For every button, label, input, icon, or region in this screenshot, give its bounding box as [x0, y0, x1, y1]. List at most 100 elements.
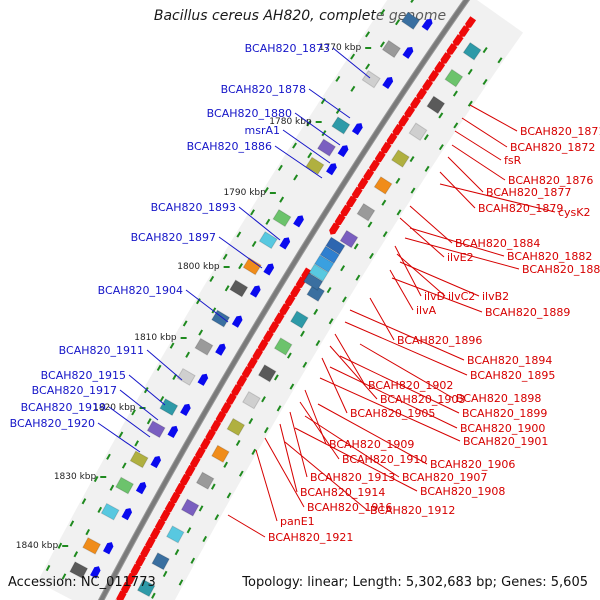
right-gene-label[interactable]: fsR: [504, 154, 522, 167]
right-gene-label[interactable]: ilvC2: [448, 290, 475, 303]
gene-block[interactable]: [176, 367, 196, 386]
right-gene-label[interactable]: ilvD: [424, 290, 445, 303]
gene-block[interactable]: [146, 420, 166, 439]
right-strand-arrow[interactable]: [451, 34, 464, 48]
right-gene-label[interactable]: BCAH820_1916: [307, 501, 392, 514]
right-strand-arrow[interactable]: [272, 312, 285, 326]
left-strand-arrow[interactable]: [263, 262, 275, 276]
gene-block[interactable]: [211, 444, 230, 463]
gene-block[interactable]: [229, 279, 249, 298]
right-strand-arrow[interactable]: [415, 87, 428, 102]
left-strand-arrow[interactable]: [103, 541, 115, 555]
right-gene-label[interactable]: BCAH820_1895: [470, 369, 555, 382]
left-strand-arrow[interactable]: [249, 284, 262, 298]
right-strand-arrow[interactable]: [294, 276, 307, 290]
right-strand-arrow[interactable]: [129, 563, 142, 578]
right-strand-arrow[interactable]: [178, 473, 191, 488]
right-strand-arrow[interactable]: [283, 294, 296, 308]
left-strand-arrow[interactable]: [121, 506, 134, 521]
left-strand-arrow[interactable]: [337, 143, 350, 158]
gene-block[interactable]: [258, 231, 278, 250]
right-strand-arrow[interactable]: [189, 455, 201, 470]
gene-block[interactable]: [115, 476, 135, 495]
right-strand-arrow[interactable]: [289, 285, 301, 299]
right-gene-label[interactable]: BCAH820_1877: [486, 186, 571, 199]
gene-block[interactable]: [272, 208, 292, 228]
right-strand-arrow[interactable]: [339, 204, 352, 219]
right-strand-arrow[interactable]: [421, 78, 434, 93]
right-strand-arrow[interactable]: [267, 321, 280, 335]
gene-block[interactable]: [462, 41, 482, 61]
right-gene-label[interactable]: BCAH820_1879: [478, 202, 563, 215]
gene-block[interactable]: [319, 245, 340, 264]
right-gene-label[interactable]: panE1: [280, 515, 315, 528]
right-strand-arrow[interactable]: [134, 554, 146, 569]
right-gene-label[interactable]: BCAH820_1910: [342, 453, 427, 466]
right-gene-label[interactable]: BCAH820_1883: [522, 263, 600, 276]
right-strand-arrow[interactable]: [199, 437, 211, 452]
gene-block[interactable]: [444, 68, 464, 88]
gene-block[interactable]: [242, 257, 262, 276]
left-strand-arrow[interactable]: [167, 424, 180, 439]
gene-block[interactable]: [136, 579, 156, 598]
right-gene-label[interactable]: ilvB2: [482, 290, 509, 303]
right-gene-label[interactable]: BCAH820_1884: [455, 237, 540, 250]
right-strand-arrow[interactable]: [225, 393, 237, 407]
right-gene-label[interactable]: BCAH820_1882: [507, 250, 592, 263]
right-gene-label[interactable]: BCAH820_1901: [463, 435, 548, 448]
gene-block[interactable]: [100, 502, 120, 521]
left-gene-label[interactable]: BCAH820_1886: [187, 140, 272, 153]
right-strand-arrow[interactable]: [256, 339, 269, 353]
right-gene-label[interactable]: BCAH820_1900: [460, 422, 545, 435]
right-gene-label[interactable]: BCAH820_1907: [402, 471, 487, 484]
gene-block[interactable]: [339, 229, 359, 249]
gene-block[interactable]: [257, 364, 277, 383]
left-strand-arrow[interactable]: [197, 372, 210, 386]
right-strand-arrow[interactable]: [194, 446, 206, 461]
right-gene-label[interactable]: BCAH820_1876: [508, 174, 593, 187]
right-strand-arrow[interactable]: [139, 545, 151, 560]
left-strand-arrow[interactable]: [402, 45, 416, 59]
gene-block[interactable]: [356, 202, 376, 222]
left-gene-label[interactable]: BCAH820_1897: [131, 231, 216, 244]
right-gene-label[interactable]: BCAH820_1909: [329, 438, 414, 451]
left-gene-label[interactable]: BCAH820_1915: [41, 369, 126, 382]
right-strand-arrow[interactable]: [183, 464, 196, 479]
right-strand-arrow[interactable]: [240, 366, 253, 380]
gene-block[interactable]: [391, 149, 410, 168]
right-gene-label[interactable]: BCAH820_1906: [430, 458, 515, 471]
right-gene-label[interactable]: BCAH820_1913: [310, 471, 395, 484]
gene-block[interactable]: [166, 525, 185, 544]
right-strand-arrow[interactable]: [262, 330, 274, 344]
left-strand-arrow[interactable]: [382, 75, 394, 89]
right-strand-arrow[interactable]: [209, 420, 222, 434]
gene-block[interactable]: [151, 552, 170, 571]
right-strand-arrow[interactable]: [230, 384, 242, 398]
right-strand-arrow[interactable]: [173, 482, 186, 497]
right-strand-arrow[interactable]: [214, 411, 227, 425]
left-gene-label[interactable]: BCAH820_1893: [151, 201, 236, 214]
gene-block[interactable]: [82, 537, 102, 555]
gene-block[interactable]: [69, 561, 89, 579]
gene-block[interactable]: [426, 95, 446, 115]
right-gene-label[interactable]: BCAH820_1894: [467, 354, 552, 367]
right-strand-arrow[interactable]: [356, 177, 369, 192]
right-gene-label[interactable]: BCAH820_1899: [462, 407, 547, 420]
left-strand-arrow[interactable]: [150, 454, 162, 469]
gene-block[interactable]: [303, 272, 324, 291]
right-strand-arrow[interactable]: [246, 357, 258, 371]
right-strand-arrow[interactable]: [154, 518, 166, 533]
gene-block[interactable]: [373, 176, 393, 195]
right-strand-arrow[interactable]: [333, 213, 346, 228]
left-strand-arrow[interactable]: [135, 480, 148, 495]
right-strand-arrow[interactable]: [328, 222, 340, 237]
right-strand-arrow[interactable]: [409, 96, 422, 111]
gene-block[interactable]: [314, 254, 335, 273]
right-gene-label[interactable]: BCAH820_1889: [485, 306, 570, 319]
right-strand-arrow[interactable]: [300, 267, 312, 281]
right-strand-arrow[interactable]: [219, 402, 232, 416]
right-strand-arrow[interactable]: [149, 527, 161, 542]
right-gene-label[interactable]: BCAH820_1921: [268, 531, 353, 544]
right-strand-arrow[interactable]: [391, 123, 404, 138]
right-strand-arrow[interactable]: [373, 150, 386, 165]
